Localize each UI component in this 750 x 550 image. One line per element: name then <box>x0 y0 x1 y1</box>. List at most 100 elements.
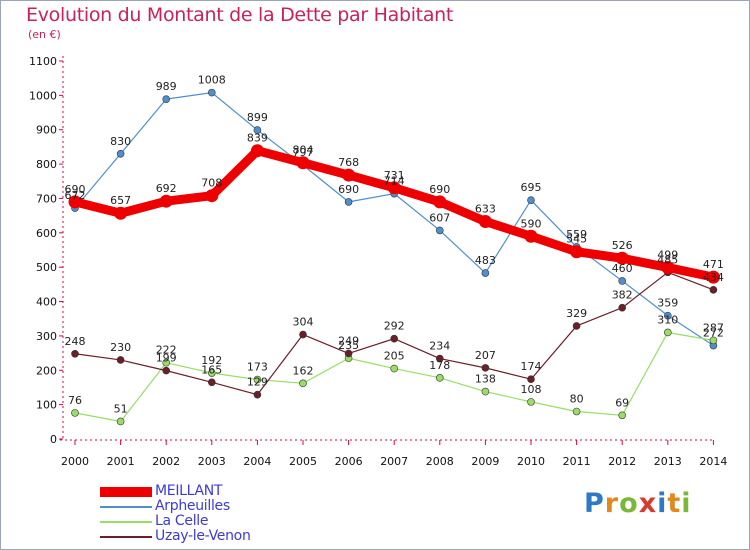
data-label-meillant-2006: 768 <box>338 156 359 169</box>
data-label-uzay-le-venon-2014: 434 <box>703 271 724 284</box>
point-meillant-2000 <box>68 195 82 209</box>
data-label-meillant-2014: 471 <box>703 258 724 271</box>
chart-title: Evolution du Montant de la Dette par Hab… <box>26 4 454 26</box>
data-label-la-celle-2002: 222 <box>156 344 177 357</box>
point-meillant-2001 <box>114 206 128 220</box>
point-meillant-2013 <box>661 261 675 275</box>
data-label-meillant-2001: 657 <box>110 194 131 207</box>
data-label-la-celle-2007: 205 <box>384 350 405 363</box>
data-label-la-celle-2004: 173 <box>247 361 268 374</box>
y-tick-label-1000: 1000 <box>29 89 57 102</box>
point-uzay-le-venon-2010 <box>527 375 535 384</box>
point-meillant-2005 <box>296 156 310 170</box>
data-label-meillant-2000: 690 <box>65 183 86 196</box>
data-label-uzay-le-venon-2006: 249 <box>338 334 359 347</box>
data-label-la-celle-2000: 76 <box>68 394 82 407</box>
x-tick-label-2010: 2010 <box>517 455 545 468</box>
data-label-la-celle-2008: 178 <box>429 359 450 372</box>
data-label-uzay-le-venon-2004: 129 <box>247 376 268 389</box>
data-label-meillant-2012: 526 <box>612 239 633 252</box>
data-label-uzay-le-venon-2012: 382 <box>612 289 633 302</box>
point-uzay-le-venon-2009 <box>481 364 490 372</box>
data-label-uzay-le-venon-2011: 329 <box>566 307 587 320</box>
data-label-la-celle-2003: 192 <box>201 354 222 367</box>
data-label-la-celle-2011: 80 <box>570 393 584 406</box>
y-tick-label-200: 200 <box>36 364 57 377</box>
data-label-arpheuilles-2001: 830 <box>110 135 131 148</box>
legend-swatch-meillant <box>100 487 152 497</box>
point-uzay-le-venon-2008 <box>435 354 444 363</box>
point-uzay-le-venon-2002 <box>162 366 170 375</box>
point-arpheuilles-2004 <box>253 126 262 134</box>
x-tick-label-2001: 2001 <box>107 455 135 468</box>
point-meillant-2010 <box>524 229 538 243</box>
data-label-arpheuilles-2011: 559 <box>566 228 587 241</box>
data-label-uzay-le-venon-2003: 165 <box>201 363 222 376</box>
data-label-la-celle-2001: 51 <box>114 402 128 415</box>
point-arpheuilles-2001 <box>116 149 125 158</box>
data-label-arpheuilles-2005: 797 <box>293 146 314 159</box>
point-arpheuilles-2010 <box>527 196 535 204</box>
point-la-celle-2014 <box>709 336 718 345</box>
point-arpheuilles-2012 <box>618 277 627 285</box>
data-label-la-celle-2006: 235 <box>338 339 359 352</box>
y-tick-label-400: 400 <box>36 296 57 309</box>
x-tick-label-2004: 2004 <box>243 455 271 468</box>
legend-swatch-la-celle <box>100 521 152 523</box>
data-label-arpheuilles-2012: 460 <box>612 262 633 275</box>
point-meillant-2002 <box>159 194 173 208</box>
point-uzay-le-venon-2006 <box>344 349 353 358</box>
data-label-arpheuilles-2006: 690 <box>338 183 359 196</box>
point-meillant-2011 <box>570 245 584 259</box>
legend-item-la-celle: La Celle <box>100 513 320 530</box>
point-meillant-2008 <box>433 195 447 209</box>
point-uzay-le-venon-2011 <box>572 322 581 330</box>
unit-label: (en €) <box>28 28 61 41</box>
y-tick-label-1100: 1100 <box>29 55 57 68</box>
point-la-celle-2010 <box>527 398 535 406</box>
data-label-meillant-2008: 690 <box>429 183 450 196</box>
x-tick-label-2007: 2007 <box>380 455 408 468</box>
data-label-meillant-2010: 590 <box>521 217 542 230</box>
point-la-celle-2008 <box>435 374 444 382</box>
data-label-uzay-le-venon-2001: 230 <box>110 341 131 354</box>
y-tick-label-700: 700 <box>36 192 57 205</box>
data-label-meillant-2003: 708 <box>201 177 222 190</box>
data-label-arpheuilles-2013: 359 <box>657 297 678 310</box>
data-label-uzay-le-venon-2013: 485 <box>657 253 678 266</box>
x-tick-label-2008: 2008 <box>426 455 454 468</box>
point-arpheuilles-2008 <box>435 226 444 235</box>
point-uzay-le-venon-2001 <box>116 356 125 364</box>
point-uzay-le-venon-2007 <box>390 334 399 343</box>
data-label-arpheuilles-2008: 607 <box>429 211 450 224</box>
data-label-la-celle-2013: 310 <box>657 313 678 326</box>
data-label-arpheuilles-2009: 483 <box>475 254 496 267</box>
point-meillant-2004 <box>250 144 264 158</box>
data-label-arpheuilles-2014: 272 <box>703 327 724 340</box>
legend-item-meillant: MEILLANT <box>100 483 320 500</box>
point-meillant-2009 <box>478 214 492 228</box>
y-tick-label-800: 800 <box>36 158 57 171</box>
data-label-arpheuilles-2000: 672 <box>65 189 86 202</box>
point-meillant-2007 <box>387 181 401 195</box>
data-label-uzay-le-venon-2005: 304 <box>293 316 314 329</box>
data-label-uzay-le-venon-2008: 234 <box>429 340 450 353</box>
data-label-uzay-le-venon-2007: 292 <box>384 320 405 333</box>
data-label-arpheuilles-2004: 899 <box>247 111 268 124</box>
point-la-celle-2011 <box>572 407 581 416</box>
x-tick-label-2002: 2002 <box>152 455 180 468</box>
data-label-meillant-2009: 633 <box>475 202 496 215</box>
data-label-uzay-le-venon-2000: 248 <box>65 335 86 348</box>
data-label-arpheuilles-2010: 695 <box>521 181 542 194</box>
point-la-celle-2001 <box>116 417 125 426</box>
data-label-meillant-2004: 839 <box>247 132 268 145</box>
point-meillant-2006 <box>342 168 356 182</box>
data-label-meillant-2013: 499 <box>657 249 678 262</box>
point-uzay-le-venon-2003 <box>208 378 216 387</box>
point-la-celle-2000 <box>71 409 79 417</box>
point-la-celle-2009 <box>481 387 490 396</box>
x-tick-label-2012: 2012 <box>608 455 636 468</box>
series-line-arpheuilles <box>74 92 715 347</box>
